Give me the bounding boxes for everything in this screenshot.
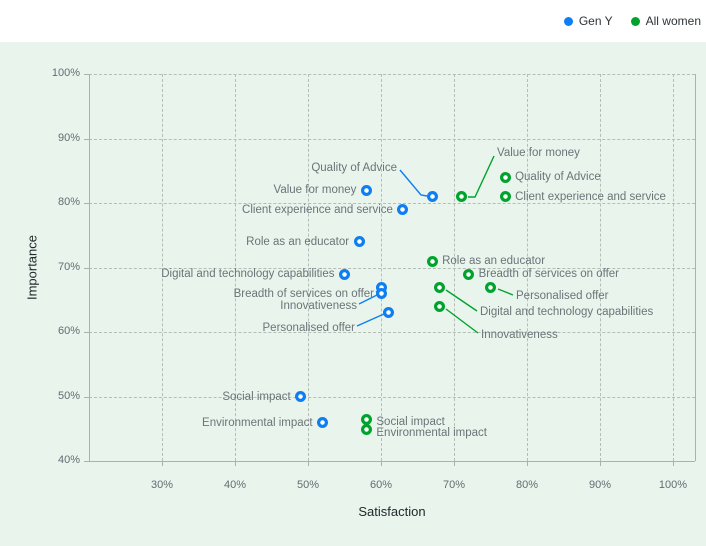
x-axis-title: Satisfaction — [358, 504, 426, 519]
data-point[interactable] — [382, 307, 394, 319]
data-point[interactable] — [397, 204, 409, 216]
y-axis-line — [89, 74, 90, 462]
y-tick-mark — [84, 396, 89, 398]
x-tick-label: 50% — [296, 479, 320, 492]
x-tick-label: 40% — [223, 479, 247, 492]
legend-swatch-icon — [630, 16, 640, 26]
point-label: Social impact — [376, 415, 445, 428]
legend-item[interactable]: Gen Y — [563, 14, 613, 28]
x-tick-label: 60% — [369, 479, 393, 492]
data-point[interactable] — [499, 191, 511, 203]
y-tick-label: 60% — [57, 325, 80, 338]
y-tick-mark — [84, 203, 89, 205]
data-point[interactable] — [455, 191, 467, 203]
y-gridline — [89, 396, 695, 398]
y-tick-mark — [84, 74, 89, 75]
point-label: Value for money — [273, 184, 357, 197]
x-tick-label: 80% — [515, 479, 539, 492]
data-point[interactable] — [360, 184, 372, 196]
point-label: Breadth of services on offer — [233, 288, 374, 300]
x-tick-mark — [308, 461, 309, 467]
y-tick-label: 50% — [57, 389, 80, 402]
data-point[interactable] — [339, 268, 350, 280]
x-tick-label: 30% — [150, 479, 174, 492]
data-point[interactable] — [463, 268, 475, 280]
data-point[interactable] — [433, 281, 445, 293]
legend-label: Gen Y — [578, 14, 613, 28]
point-label: Role as an educator — [246, 235, 350, 248]
y-tick-label: 70% — [57, 260, 80, 273]
y-gridline — [89, 74, 695, 75]
data-point[interactable] — [295, 391, 307, 403]
data-point[interactable] — [375, 281, 387, 293]
data-point[interactable] — [353, 236, 365, 248]
y-tick-mark — [84, 267, 89, 269]
point-label: Social impact — [222, 390, 291, 403]
label-leader-line — [399, 169, 428, 197]
y-tick-mark — [84, 332, 89, 334]
data-point[interactable] — [485, 281, 496, 293]
data-point[interactable] — [360, 423, 372, 435]
y-tick-label: 80% — [57, 196, 80, 209]
data-point[interactable] — [426, 255, 438, 267]
y-tick-mark — [84, 138, 89, 140]
y-gridline — [89, 138, 695, 140]
label-leader-line — [497, 288, 514, 296]
y-gridline — [89, 203, 695, 205]
x-tick-mark — [527, 461, 528, 467]
label-leader-line — [356, 313, 385, 327]
data-point[interactable] — [360, 414, 372, 425]
label-leader-line — [445, 289, 478, 312]
x-axis-line — [89, 461, 695, 463]
y-tick-label: 40% — [57, 454, 80, 467]
x-tick-mark — [162, 461, 163, 467]
data-point[interactable] — [317, 417, 329, 429]
point-label: Digital and technology capabilities — [480, 306, 654, 318]
plot-right-border — [694, 74, 696, 462]
point-label: Client experience and service — [242, 203, 393, 216]
x-tick-label: 90% — [588, 479, 612, 492]
point-label: Innovativeness — [280, 300, 357, 312]
y-tick-label: 100% — [51, 67, 80, 79]
point-label: Quality of Advice — [311, 162, 397, 174]
x-tick-label: 100% — [658, 479, 688, 492]
data-point[interactable] — [375, 288, 387, 300]
data-point[interactable] — [426, 191, 438, 203]
point-label: Breadth of services on offer — [478, 268, 620, 281]
label-leader-line — [468, 155, 495, 198]
label-leader-line — [358, 294, 378, 305]
x-tick-mark — [235, 461, 236, 467]
y-tick-mark — [84, 461, 89, 463]
y-gridline — [89, 267, 695, 269]
x-tick-mark — [600, 461, 601, 467]
x-tick-label: 70% — [442, 479, 466, 492]
legend-swatch-icon — [563, 16, 573, 26]
x-tick-mark — [454, 461, 455, 467]
point-label: Environmental impact — [202, 416, 313, 429]
point-label: Innovativeness — [481, 329, 558, 341]
point-label: Role as an educator — [442, 255, 546, 268]
data-point[interactable] — [433, 300, 445, 312]
y-gridline — [89, 332, 695, 334]
point-label: Personalised offer — [262, 322, 355, 334]
x-tick-mark — [673, 461, 674, 467]
label-leader-line — [445, 308, 479, 334]
y-tick-label: 90% — [57, 131, 80, 144]
legend: Gen Y All women — [563, 14, 701, 28]
legend-label: All women — [645, 14, 701, 28]
point-label: Digital and technology capabilities — [161, 268, 335, 281]
data-point[interactable] — [499, 171, 511, 183]
point-label: Personalised offer — [516, 290, 609, 302]
point-label: Environmental impact — [376, 427, 487, 440]
point-label: Quality of Advice — [515, 171, 601, 184]
legend-item[interactable]: All women — [630, 14, 701, 28]
point-label: Value for money — [497, 147, 580, 159]
point-label: Client experience and service — [515, 190, 666, 203]
x-tick-mark — [381, 461, 382, 467]
